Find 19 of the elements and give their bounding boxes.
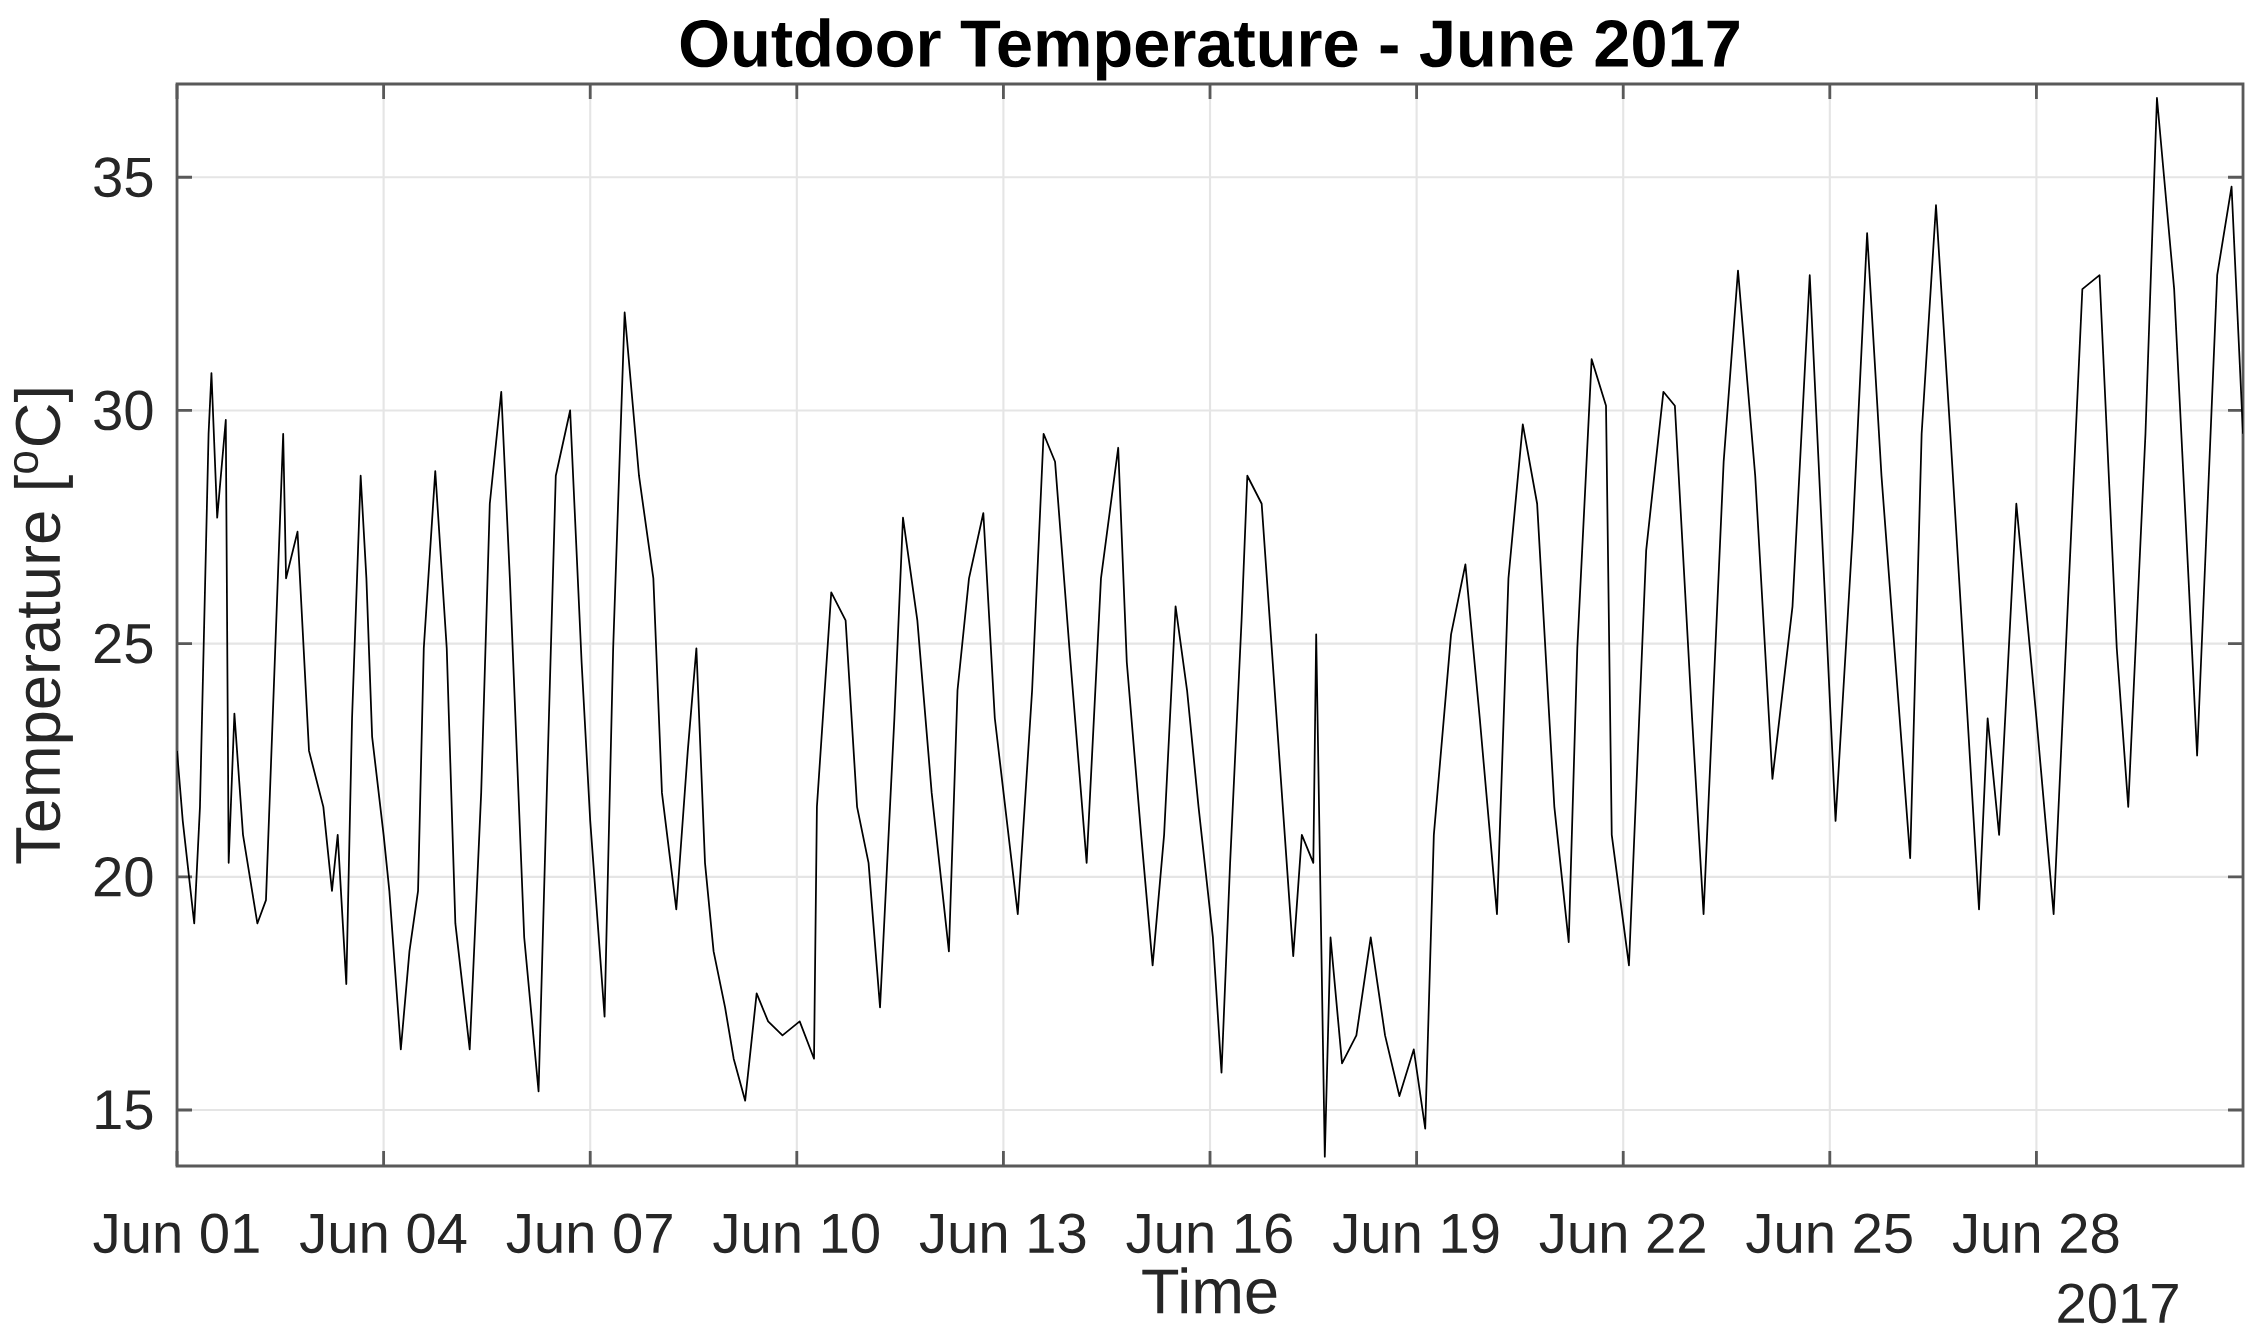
y-tick-label: 30: [94, 390, 153, 431]
x-axis-title: Time: [1142, 1267, 1277, 1314]
x-tick-label: Jun 25: [1746, 1213, 1912, 1254]
x-tick-label: Jun 16: [1126, 1213, 1292, 1254]
y-tick-label: 35: [94, 157, 153, 198]
x-tick-label: Jun 13: [919, 1213, 1086, 1254]
x-tick-label: Jun 07: [506, 1213, 672, 1254]
x-tick-label: Jun 28: [1952, 1213, 2119, 1254]
x-tick-label: Jun 04: [300, 1213, 467, 1254]
y-tick-label: 25: [94, 623, 153, 664]
y-tick-label: 20: [94, 856, 153, 897]
chart-title: Outdoor Temperature - June 2017: [680, 18, 1739, 81]
x-tick-label: Jun 10: [713, 1213, 879, 1254]
x-tick-label: Jun 01: [93, 1213, 259, 1254]
x-tick-label: Jun 19: [1333, 1213, 1499, 1254]
text: 2017: [2058, 1283, 2178, 1324]
y-axis-title: Temperature [$^{o}$C]: [13, 389, 73, 864]
x-tick-label: Jun 22: [1539, 1213, 1705, 1254]
y-tick-label: 15: [96, 1090, 153, 1130]
